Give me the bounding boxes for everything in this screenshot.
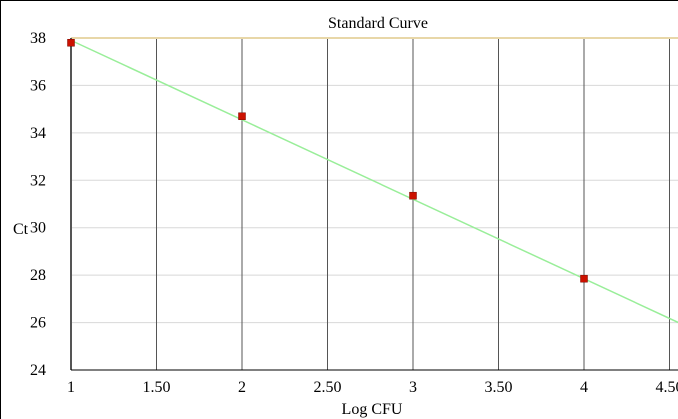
y-tick-label-7: 38	[30, 30, 46, 47]
fit-line-group	[70, 39, 678, 324]
grid-lines	[70, 37, 678, 371]
y-tick-label-5: 34	[30, 125, 46, 142]
fit-line	[70, 39, 678, 324]
data-point-0	[67, 38, 75, 47]
y-tick-label-4: 32	[30, 172, 46, 189]
y-tick-label-3: 30	[30, 220, 46, 237]
x-tick-label-5: 3.50	[485, 379, 513, 396]
x-tick-label-0: 1	[67, 379, 75, 396]
y-tick-label-0: 24	[30, 362, 46, 379]
data-point-2	[409, 191, 417, 200]
x-tick-label-3: 2.50	[314, 379, 342, 396]
y-tick-label-1: 26	[30, 315, 46, 332]
y-tick-labels: 24 26 28 30 32 34 36 38	[30, 30, 46, 379]
x-tick-label-6: 4	[580, 379, 588, 396]
y-tick-label-6: 36	[30, 77, 46, 94]
chart-title: Standard Curve	[328, 15, 428, 32]
x-tick-label-4: 3	[409, 379, 417, 396]
data-point-1	[238, 112, 246, 121]
data-point-3	[580, 274, 588, 283]
x-tick-label-1: 1.50	[143, 379, 171, 396]
y-tick-label-2: 28	[30, 267, 46, 284]
data-points	[67, 38, 588, 283]
x-tick-label-7: 4.50	[656, 379, 678, 396]
x-tick-label-2: 2	[238, 379, 246, 396]
x-axis-label: Log CFU	[342, 401, 403, 418]
y-axis-label: Ct	[13, 221, 29, 238]
